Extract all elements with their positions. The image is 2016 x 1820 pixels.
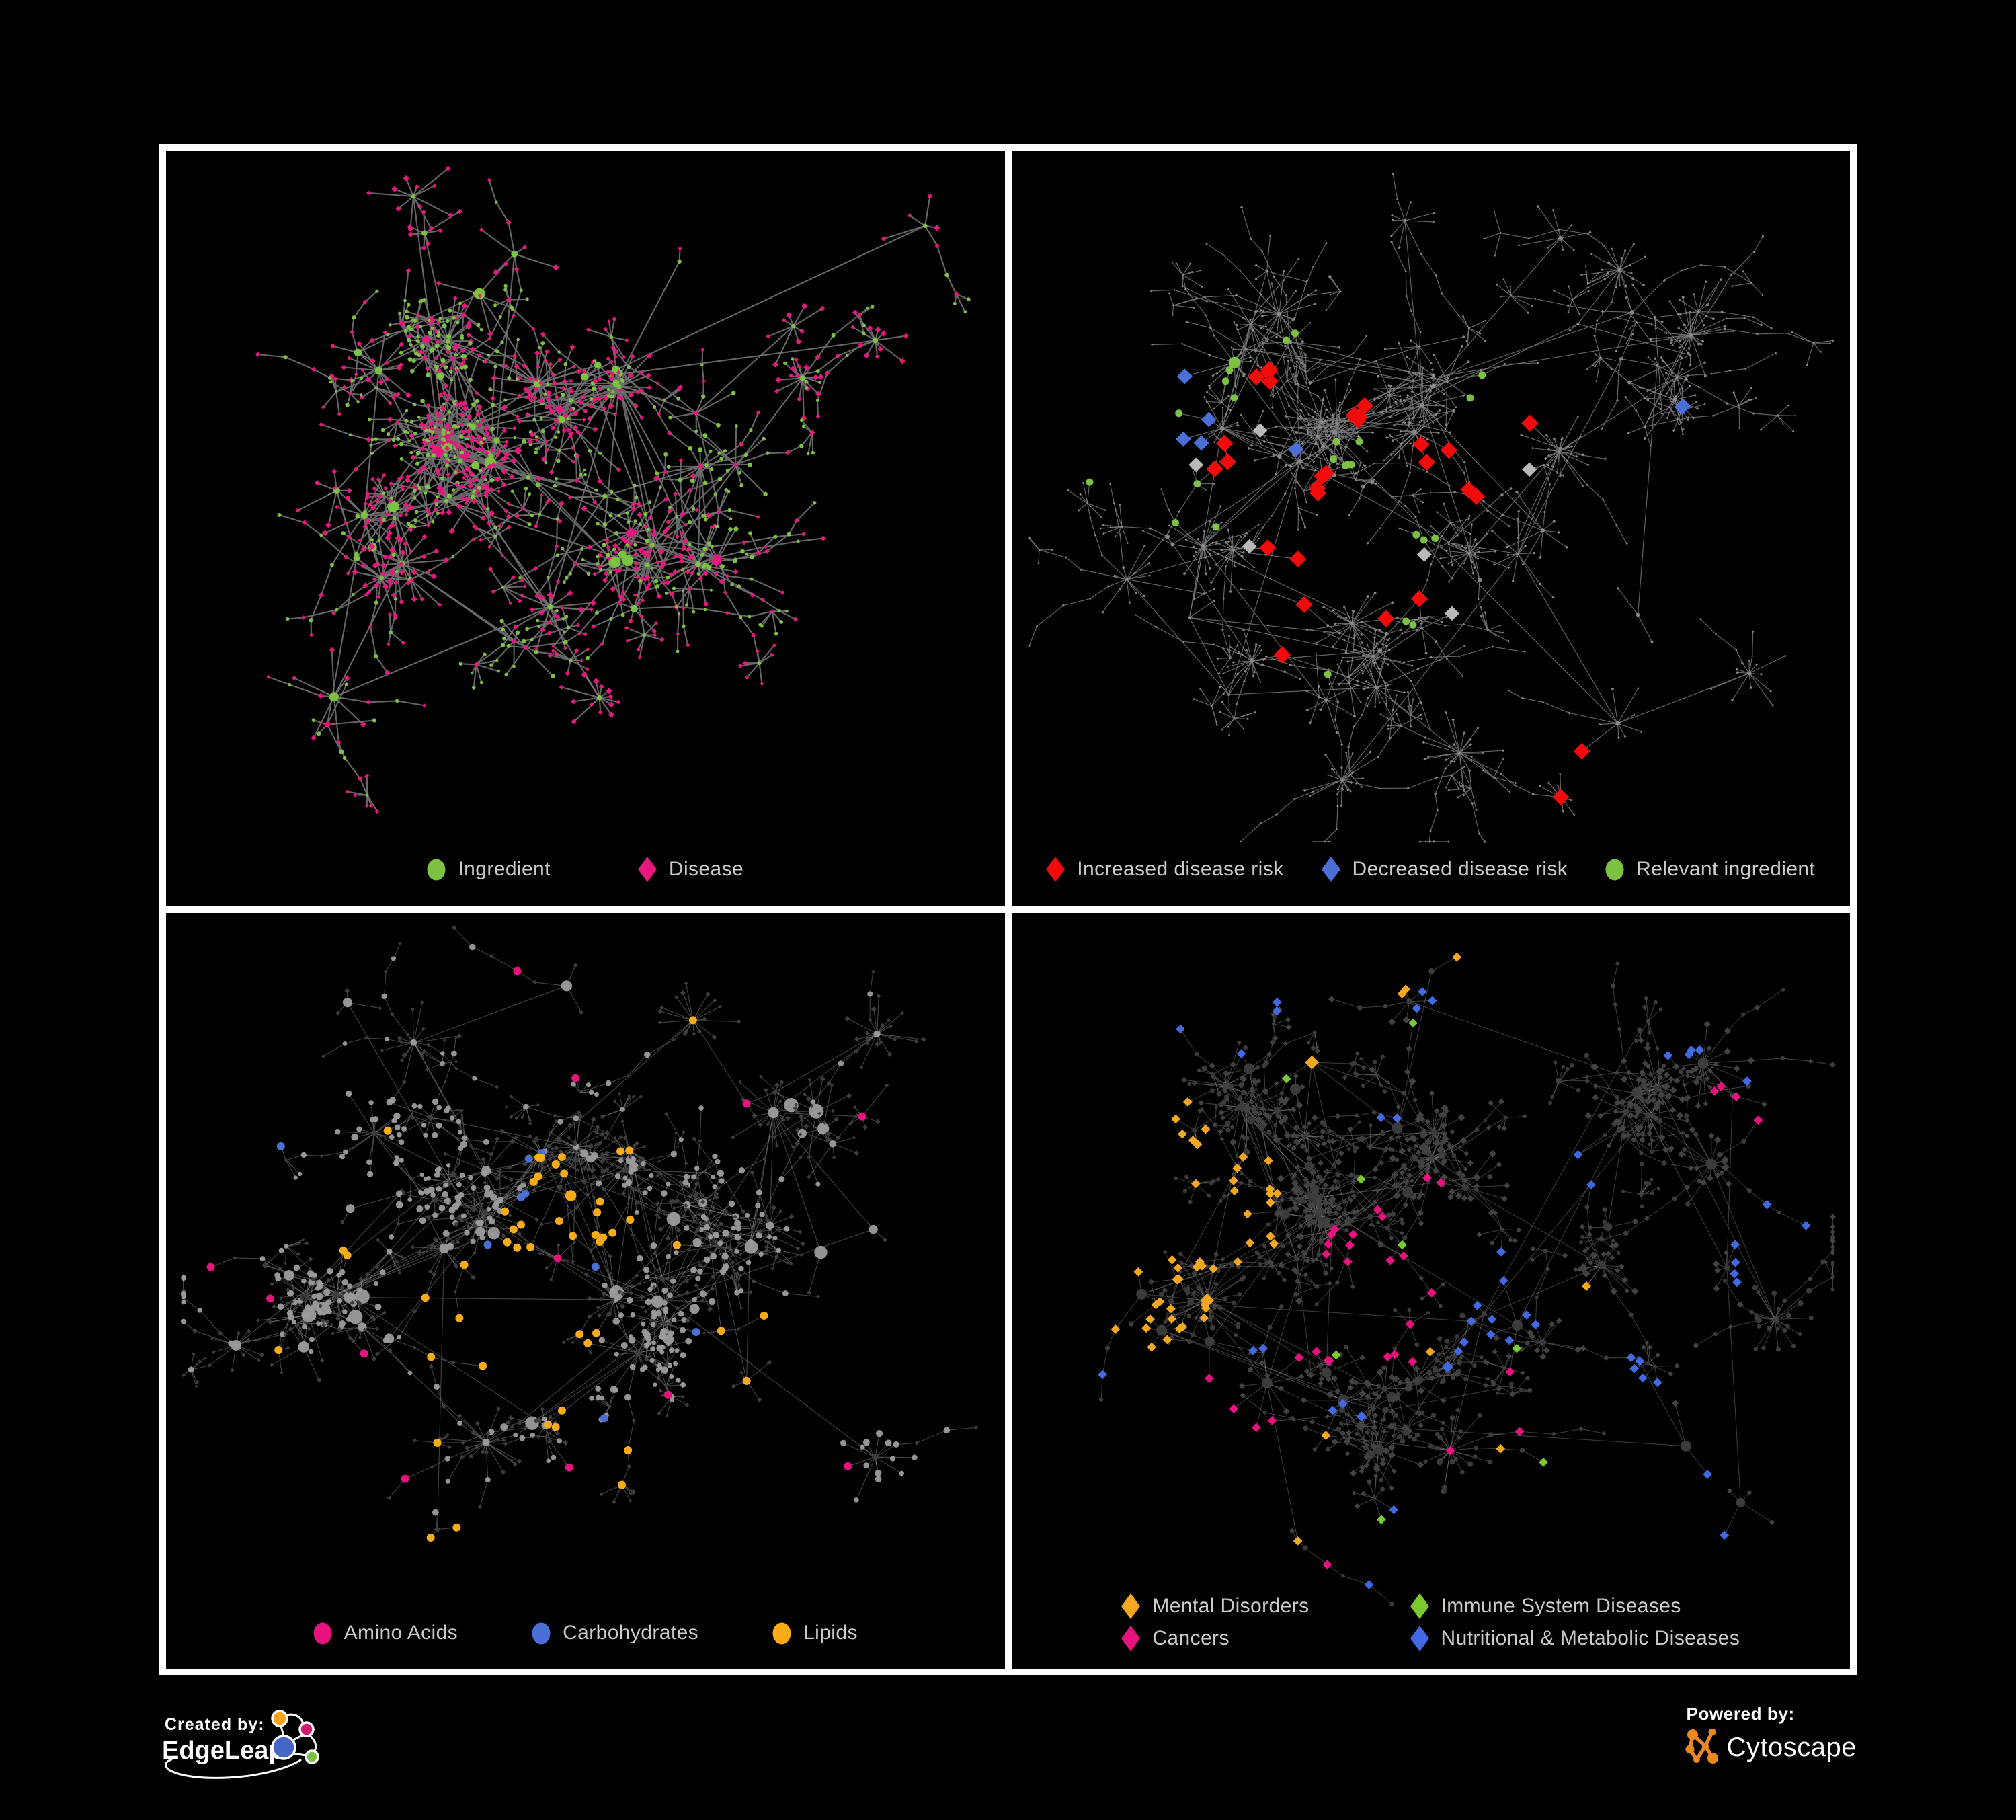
legend: Ingredient Disease	[166, 857, 1005, 882]
powered-by-label: Powered by:	[1686, 1704, 1795, 1724]
legend-label: Nutritional & Metabolic Diseases	[1441, 1627, 1740, 1649]
legend-item-amino-acids: Amino Acids	[313, 1622, 458, 1645]
cytoscape-credit: Powered by: Cytoscape	[1685, 1704, 1857, 1766]
legend-item-mental-disorders: Mental Disorders	[1121, 1593, 1309, 1619]
panel-disease-risk-network: Increased disease risk Decreased disease …	[1011, 151, 1851, 906]
network-graph	[1097, 952, 1836, 1607]
circle-marker-icon	[772, 1622, 791, 1644]
panel-disease-class-network: Mental Disorders Immune System Diseases Ca…	[1011, 913, 1851, 1669]
diamond-marker-icon	[1321, 857, 1340, 882]
legend-item-decreased-disease-risk: Decreased disease risk	[1321, 857, 1568, 882]
legend-item-relevant-ingredient: Relevant ingredient	[1605, 858, 1815, 881]
network-graph	[255, 165, 971, 814]
edgeleap-brand-text: EdgeLeap	[162, 1737, 284, 1765]
edgeleap-credit: Created by: EdgeLeap	[159, 1709, 374, 1803]
diamond-marker-icon	[1046, 857, 1065, 882]
cytoscape-brand-text: Cytoscape	[1726, 1732, 1857, 1762]
legend-item-ingredient: Ingredient	[427, 858, 550, 881]
legend-label: Relevant ingredient	[1636, 858, 1816, 880]
legend-item-cancers: Cancers	[1121, 1626, 1309, 1651]
circle-marker-icon	[532, 1622, 551, 1644]
legend-label: Carbohydrates	[563, 1622, 699, 1644]
circle-marker-icon	[1605, 859, 1624, 880]
created-by-label: Created by:	[165, 1715, 265, 1734]
legend-item-nutritional-metabolic-diseases: Nutritional & Metabolic Diseases	[1410, 1626, 1740, 1651]
legend-label: Increased disease risk	[1077, 858, 1284, 880]
legend-item-carbohydrates: Carbohydrates	[532, 1622, 698, 1645]
legend-label: Mental Disorders	[1152, 1595, 1309, 1617]
legend-label: Decreased disease risk	[1352, 858, 1568, 880]
circle-marker-icon	[427, 859, 446, 880]
legend-label: Amino Acids	[344, 1622, 458, 1644]
diamond-marker-icon	[637, 857, 657, 882]
panel-ingredient-disease-network: Ingredient Disease	[166, 151, 1005, 906]
legend: Amino Acids Carbohydrates Lipids	[166, 1622, 1005, 1645]
legend-label: Lipids	[803, 1622, 858, 1644]
legend-label: Cancers	[1152, 1627, 1229, 1649]
legend-item-disease: Disease	[637, 857, 744, 882]
diamond-marker-icon	[1410, 1626, 1429, 1651]
legend-label: Ingredient	[458, 858, 551, 880]
panel-nutrient-class-network: Amino Acids Carbohydrates Lipids	[166, 913, 1005, 1669]
circle-marker-icon	[313, 1622, 332, 1644]
edgeleap-logo: Created by: EdgeLeap	[162, 1710, 319, 1779]
diamond-marker-icon	[1121, 1593, 1141, 1619]
edgeleap-icon-nodes	[271, 1710, 319, 1764]
legend-item-increased-disease-risk: Increased disease risk	[1046, 857, 1283, 882]
network-graph	[180, 925, 979, 1542]
legend-label: Immune System Diseases	[1441, 1595, 1681, 1617]
network-graph	[1027, 173, 1834, 843]
diamond-marker-icon	[1121, 1626, 1141, 1651]
legend: Mental Disorders Immune System Diseases Ca…	[1012, 1593, 1851, 1651]
edgeleap-network-icon	[164, 1713, 317, 1779]
legend: Increased disease risk Decreased disease …	[1012, 857, 1851, 882]
legend-item-immune-system-diseases: Immune System Diseases	[1410, 1593, 1740, 1619]
diamond-marker-icon	[1410, 1593, 1429, 1619]
legend-item-lipids: Lipids	[772, 1622, 858, 1645]
panel-grid: Ingredient Disease Increased disease risk…	[159, 144, 1857, 1675]
legend-label: Disease	[668, 858, 744, 880]
cytoscape-icon	[1685, 1729, 1718, 1764]
